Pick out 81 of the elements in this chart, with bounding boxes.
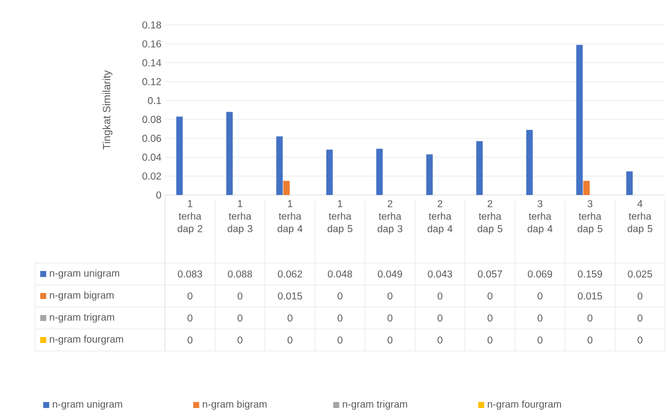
data-label: 0.049 — [378, 270, 402, 278]
data-label: 0.083 — [178, 270, 202, 278]
data-label: 0 — [588, 336, 592, 344]
bar — [526, 130, 533, 195]
legend-label: n-gram trigram — [50, 313, 114, 323]
data-label: 0 — [238, 314, 242, 322]
bar — [426, 154, 433, 195]
data-label: 0 — [538, 314, 542, 322]
data-label: 0.159 — [578, 270, 602, 278]
data-label: 0.015 — [278, 292, 302, 300]
bar — [583, 180, 590, 195]
data-label: 0 — [188, 292, 192, 300]
y-tick-label: 0.12 — [142, 78, 161, 86]
data-label: 0 — [438, 314, 442, 322]
x-tick-label: 3 terha dap 4 — [528, 200, 552, 234]
data-label: 0 — [288, 314, 292, 322]
data-label: 0.043 — [428, 270, 452, 278]
data-label: 0.025 — [628, 270, 652, 278]
bar — [376, 148, 383, 195]
data-label: 0 — [638, 336, 642, 344]
y-axis-title: Tingkat Similarity — [102, 70, 112, 150]
data-label: 0 — [538, 292, 542, 300]
y-tick-label: 0.14 — [142, 59, 162, 66]
data-label: 0 — [438, 292, 442, 300]
data-label: 0 — [388, 314, 392, 322]
data-label: 0 — [388, 292, 392, 300]
data-label: 0 — [288, 336, 292, 344]
data-label: 0 — [638, 292, 642, 300]
bar — [176, 116, 183, 195]
data-label: 0 — [338, 336, 342, 344]
x-tick-label: 2 terha dap 5 — [478, 200, 502, 234]
x-tick-label: 2 terha dap 3 — [378, 200, 402, 234]
legend-label: n-gram fourgram — [50, 335, 123, 345]
x-tick-label: 3 terha dap 5 — [578, 200, 602, 234]
data-label: 0 — [588, 314, 592, 322]
bar — [283, 180, 290, 195]
bar — [476, 141, 483, 195]
y-tick-label: 0.1 — [148, 97, 161, 104]
y-tick-label: 0.02 — [142, 172, 161, 180]
data-label: 0 — [188, 336, 192, 344]
data-label: 0 — [438, 336, 442, 344]
bar — [626, 171, 633, 195]
y-tick-label: 0.16 — [142, 40, 162, 48]
text: n-gram unigram — [52, 400, 122, 410]
data-label: 0.015 — [578, 292, 602, 300]
y-tick-label: 0.18 — [142, 21, 162, 29]
data-label: 0 — [538, 336, 542, 344]
data-label: 0 — [488, 336, 492, 344]
data-label: 0.088 — [228, 270, 252, 278]
data-label: 0 — [238, 292, 242, 300]
legend-label: n-gram unigram — [50, 269, 120, 279]
y-tick-label: 0.06 — [142, 134, 162, 142]
data-label: 0.069 — [528, 270, 552, 278]
bar — [226, 112, 233, 195]
y-tick-label: 0.04 — [142, 154, 162, 161]
bar — [576, 44, 583, 195]
x-tick-label: 1 terha dap 4 — [278, 200, 302, 234]
data-label: 0 — [238, 336, 242, 344]
text: n-gram trigram — [342, 400, 408, 410]
data-label: 0 — [338, 292, 342, 300]
x-tick-label: 1 terha dap 5 — [328, 200, 352, 234]
x-tick-label: 2 terha dap 4 — [428, 200, 452, 234]
x-tick-label: 1 terha dap 3 — [228, 200, 252, 234]
data-label: 0.057 — [478, 270, 502, 278]
data-label: 0 — [488, 314, 492, 322]
data-label: 0 — [638, 314, 642, 322]
data-label: 0 — [188, 314, 192, 322]
y-tick-label: 0.08 — [142, 116, 162, 123]
text: n-gram bigram — [202, 400, 267, 410]
bar — [326, 150, 333, 195]
data-label: 0.048 — [328, 270, 352, 278]
legend-label: n-gram bigram — [50, 291, 114, 301]
x-tick-label: 1 terha dap 2 — [178, 200, 202, 234]
data-label: 0.062 — [278, 270, 302, 278]
data-label: 0 — [488, 292, 492, 300]
y-tick-label: 0 — [156, 191, 162, 199]
data-label: 0 — [388, 336, 392, 344]
text: n-gram fourgram — [488, 400, 561, 410]
bar — [276, 136, 283, 195]
data-label: 0 — [338, 314, 342, 322]
x-tick-label: 4 terha dap 5 — [628, 200, 652, 234]
